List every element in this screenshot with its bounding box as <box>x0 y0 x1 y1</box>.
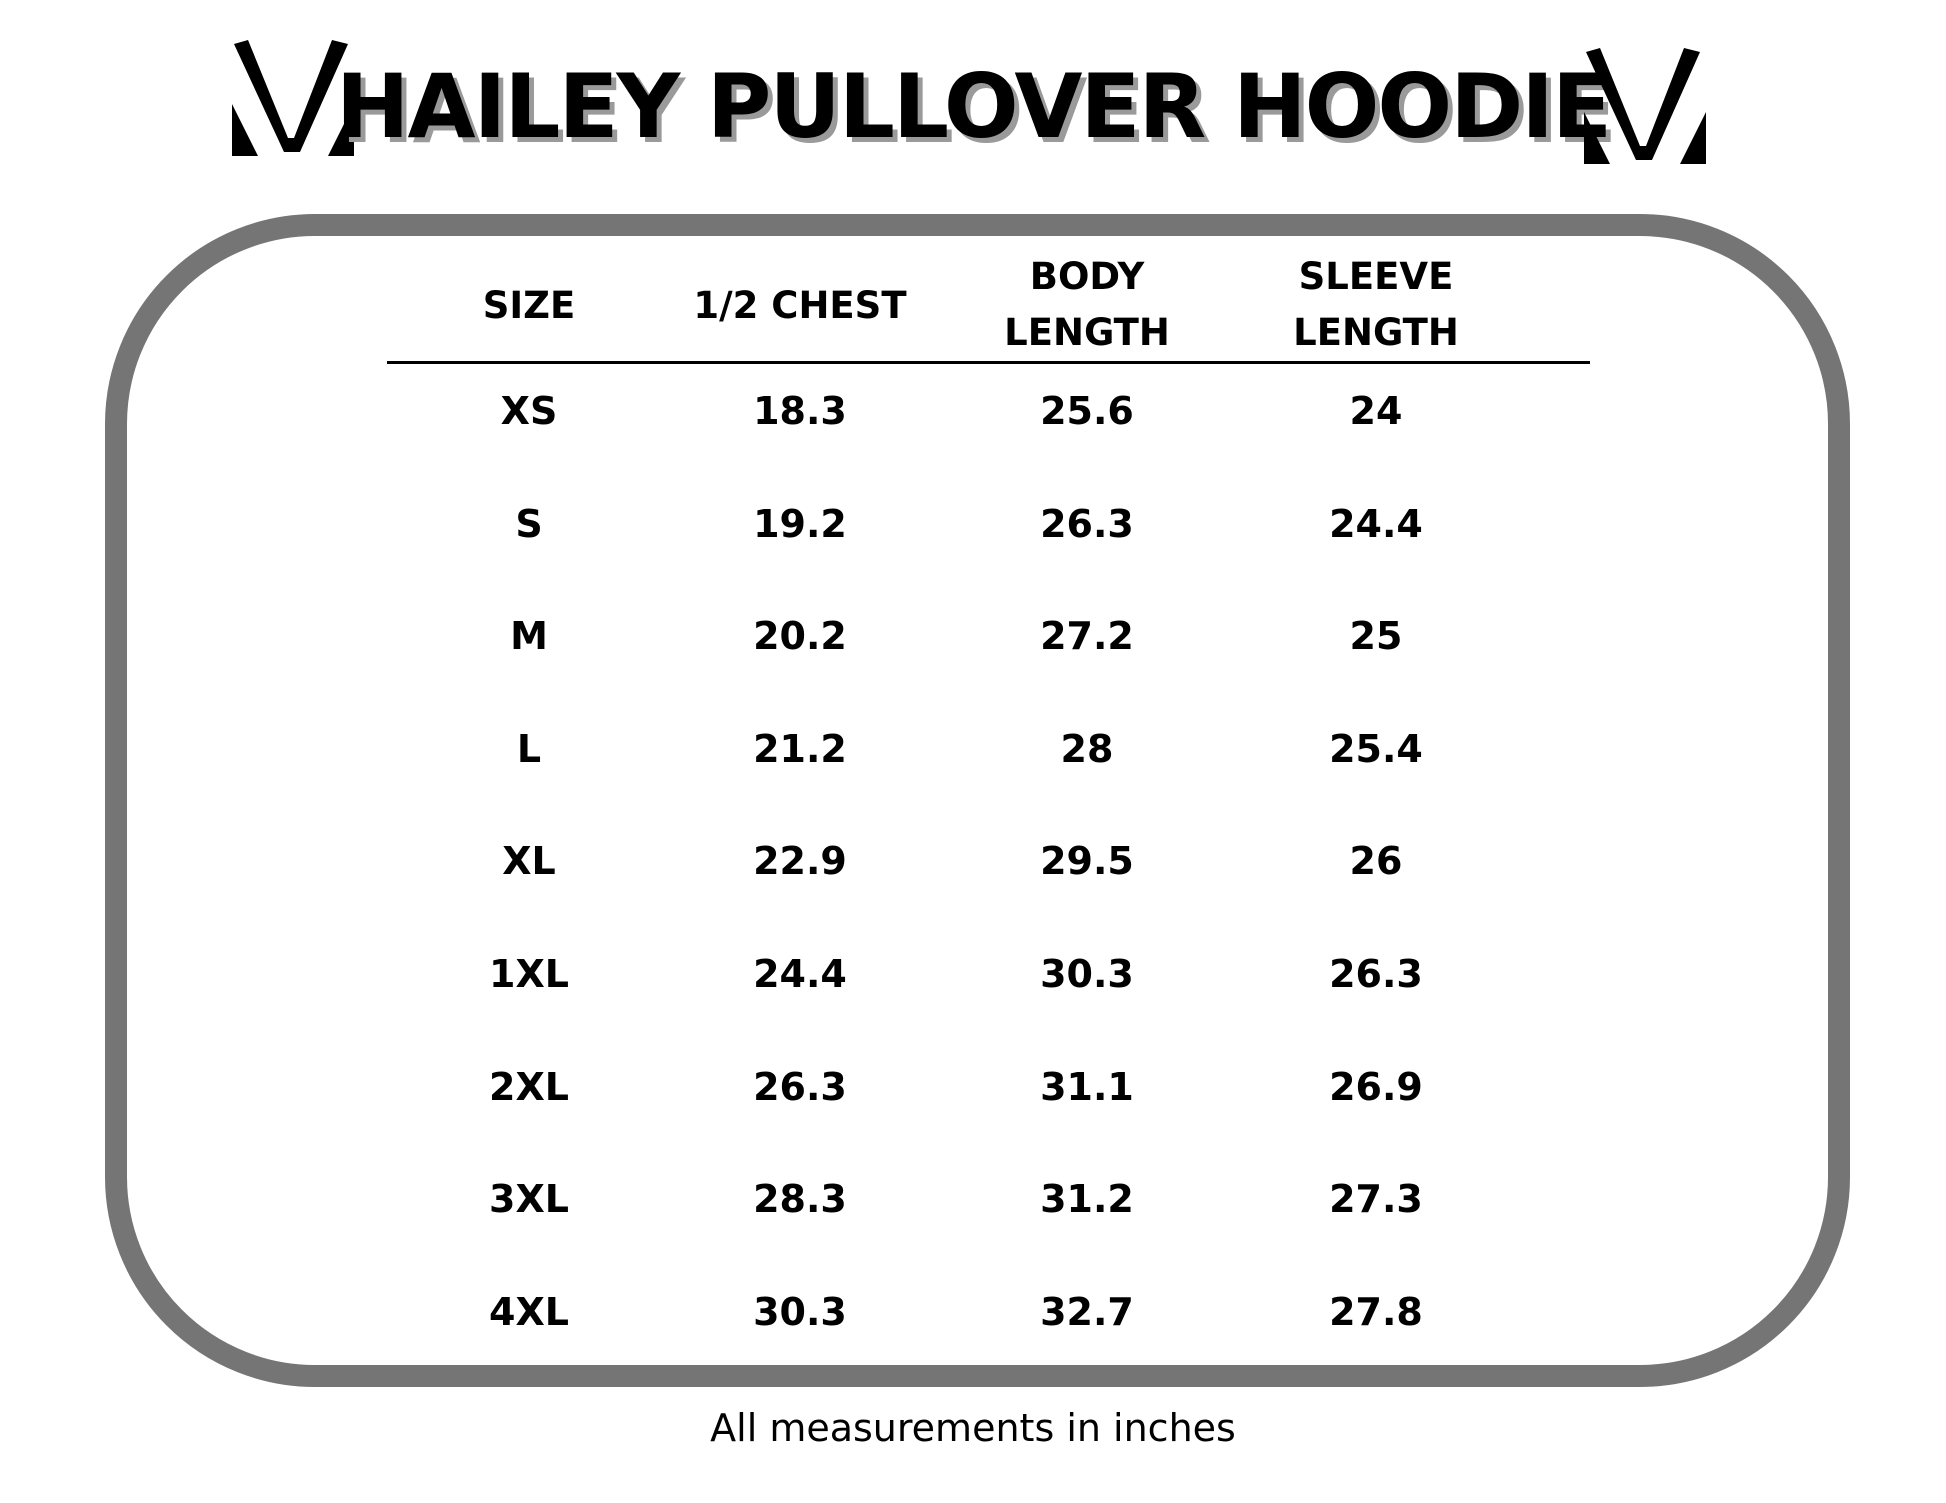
column-header-size: SIZE <box>482 284 576 327</box>
cell-half-chest: 28.3 <box>753 1177 847 1222</box>
cell-size: L <box>516 726 542 771</box>
cell-sleeve-length: 26 <box>1349 839 1403 884</box>
cell-half-chest: 19.2 <box>753 501 847 546</box>
cell-sleeve-length: 25.4 <box>1329 726 1423 771</box>
column-header-body-length: LENGTH <box>1004 311 1170 354</box>
cell-body-length: 29.5 <box>1040 839 1134 884</box>
cell-half-chest: 18.3 <box>753 389 847 433</box>
cell-size: 2XL <box>489 1064 569 1109</box>
cell-size: XS <box>500 389 558 433</box>
cell-sleeve-length: 24 <box>1349 389 1403 433</box>
cell-body-length: 32.7 <box>1040 1289 1134 1334</box>
cell-size: M <box>510 614 548 659</box>
cell-body-length: 25.6 <box>1040 389 1134 433</box>
cell-sleeve-length: 27.3 <box>1329 1177 1423 1222</box>
column-header-body-length: BODY <box>1029 255 1145 298</box>
cell-size: 4XL <box>489 1289 569 1334</box>
cell-sleeve-length: 27.8 <box>1329 1289 1423 1334</box>
cell-body-length: 26.3 <box>1040 501 1134 546</box>
v-mark-logo-right-icon <box>1584 48 1706 164</box>
cell-body-length: 31.2 <box>1040 1177 1134 1222</box>
cell-size: 1XL <box>489 952 569 996</box>
cell-size: S <box>515 501 543 546</box>
cell-half-chest: 26.3 <box>753 1064 847 1109</box>
footer-note: All measurements in inches <box>710 1406 1236 1450</box>
cell-half-chest: 22.9 <box>753 839 847 884</box>
column-header-sleeve-length: LENGTH <box>1293 311 1459 354</box>
page-title: HAILEY PULLOVER HOODIE <box>335 55 1612 158</box>
column-header-half-chest: 1/2 CHEST <box>693 284 907 327</box>
cell-half-chest: 21.2 <box>753 726 847 771</box>
cell-size: 3XL <box>489 1177 569 1222</box>
cell-sleeve-length: 26.9 <box>1329 1064 1423 1109</box>
v-mark-logo-left-icon <box>232 40 354 156</box>
cell-sleeve-length: 24.4 <box>1329 501 1423 546</box>
cell-half-chest: 30.3 <box>753 1289 847 1334</box>
column-header-sleeve-length: SLEEVE <box>1298 255 1454 298</box>
size-chart-frame <box>105 214 1850 1387</box>
cell-size: XL <box>502 839 556 884</box>
cell-sleeve-length: 26.3 <box>1329 952 1423 996</box>
cell-sleeve-length: 25 <box>1349 614 1403 659</box>
cell-body-length: 28 <box>1060 726 1114 771</box>
cell-body-length: 27.2 <box>1040 614 1134 659</box>
cell-half-chest: 20.2 <box>753 614 847 659</box>
header-divider <box>387 361 1590 364</box>
cell-body-length: 30.3 <box>1040 952 1134 996</box>
cell-half-chest: 24.4 <box>753 952 847 996</box>
cell-body-length: 31.1 <box>1040 1064 1134 1109</box>
